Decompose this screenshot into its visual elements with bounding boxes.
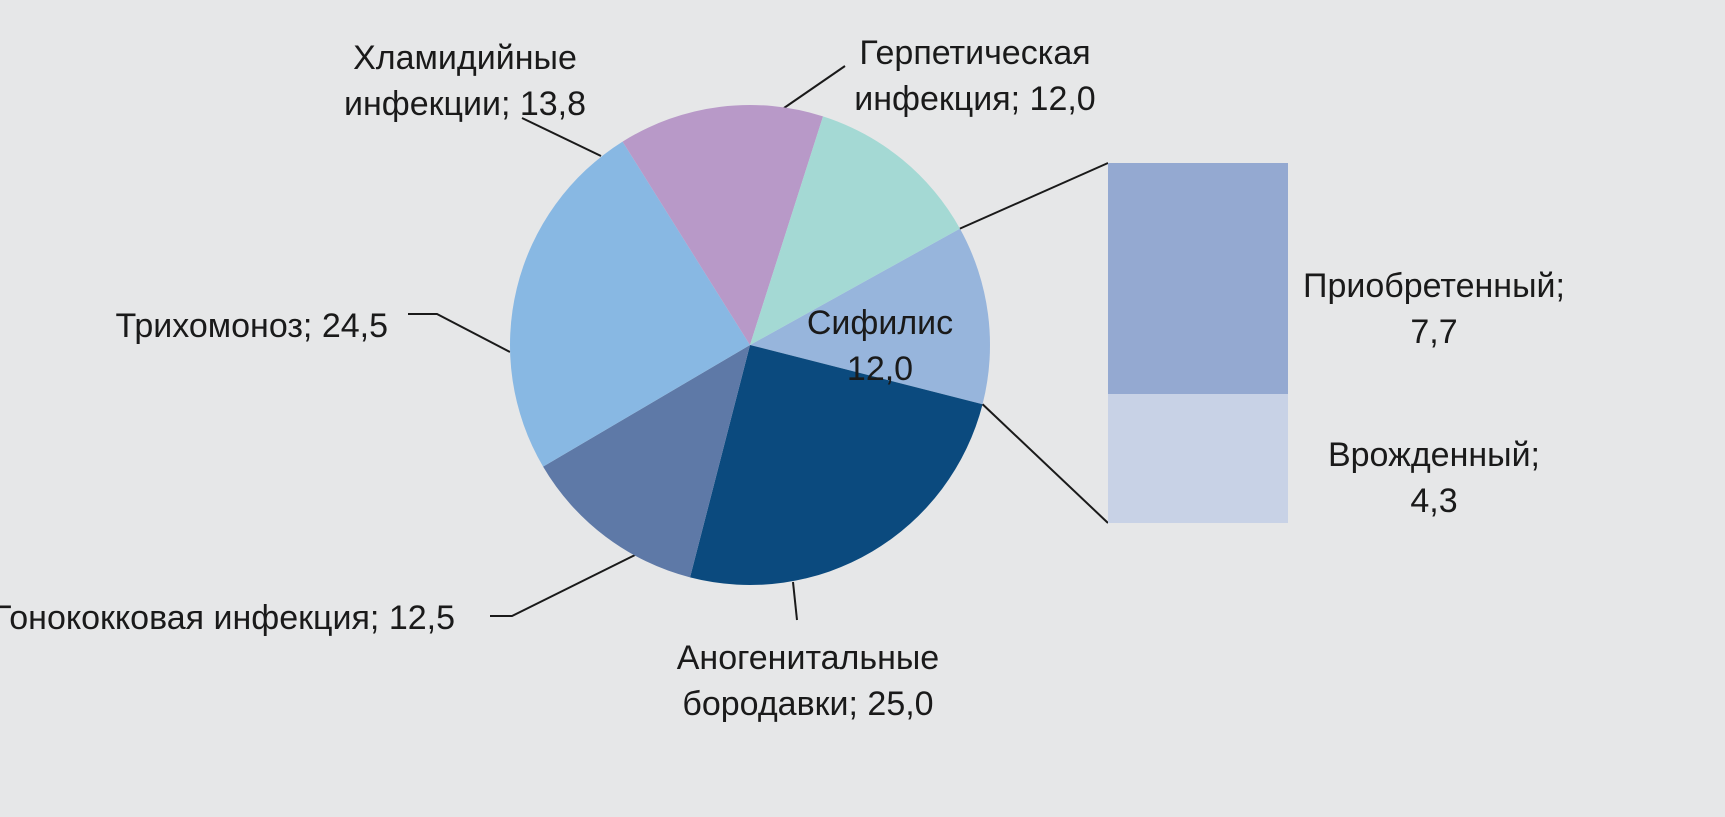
pie-slices <box>510 105 990 585</box>
leader-line-аногенитальные-бородавки <box>792 581 798 621</box>
breakdown-connectors <box>959 162 1109 524</box>
slice-label-аногенитальные-бородавки: Аногенитальные <box>677 639 939 677</box>
leader-lines <box>408 65 846 621</box>
slice-label-хламидийные-инфекции: инфекции; 13,8 <box>344 85 586 123</box>
pie-slice-герпетическая-инфекция <box>750 116 960 345</box>
slice-label-герпетическая-инфекция: инфекция; 12,0 <box>854 80 1095 118</box>
leader-line-гонококковая-инфекция <box>490 554 636 617</box>
chart-labels: Сифилис 12,0 Аногенитальные бородавки; 25,0… <box>0 34 1565 723</box>
pie-slice-трихомоноз <box>510 141 750 467</box>
breakdown-label-врожденный: 4,3 <box>1410 482 1457 520</box>
slice-label-гонококковая-инфекция: Гонококковая инфекция; 12,5 <box>0 599 455 637</box>
slice-label-хламидийные-инфекции: Хламидийные <box>353 39 577 77</box>
breakdown-label-приобретенный: 7,7 <box>1410 313 1457 351</box>
slice-label-трихомоноз: Трихомоноз; 24,5 <box>115 307 388 345</box>
pie-slice-хламидийные-инфекции <box>622 105 824 345</box>
pie-slice-сифилис <box>750 228 990 405</box>
breakdown-bar <box>1108 163 1288 523</box>
breakdown-label-врожденный: Врожденный; <box>1328 436 1540 474</box>
pie-slice-гонококковая-инфекция <box>543 345 750 578</box>
breakdown-segment-врожденный <box>1108 394 1288 523</box>
slice-label-сифилис: Сифилис <box>807 304 953 342</box>
leader-line-герпетическая-инфекция <box>783 65 846 109</box>
pie-slice-аногенитальные-бородавки <box>690 345 983 585</box>
breakdown-segment-приобретенный <box>1108 163 1288 394</box>
breakdown-connector-top <box>959 162 1109 230</box>
slice-label-сифилис: 12,0 <box>847 350 913 388</box>
leader-line-трихомоноз <box>408 313 511 353</box>
leader-line-хламидийные-инфекции <box>521 117 602 157</box>
breakdown-connector-bottom <box>981 403 1109 524</box>
breakdown-label-приобретенный: Приобретенный; <box>1303 267 1565 305</box>
slice-label-аногенитальные-бородавки: бородавки; 25,0 <box>682 685 933 723</box>
slice-label-герпетическая-инфекция: Герпетическая <box>859 34 1090 72</box>
